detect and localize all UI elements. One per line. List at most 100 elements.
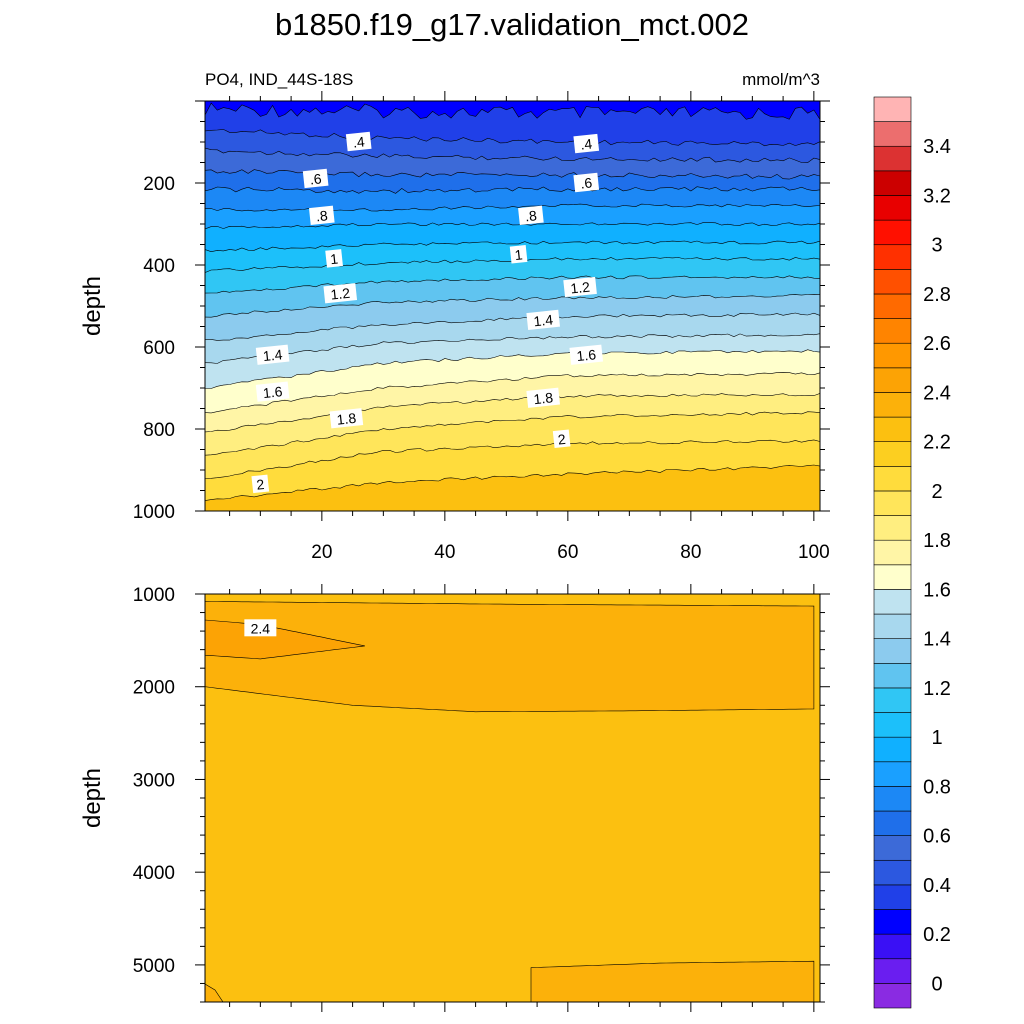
y-tick-label: 1000 bbox=[133, 585, 175, 606]
colorbar-swatch bbox=[873, 786, 912, 812]
x-tick-label: 80 bbox=[680, 542, 701, 563]
contour-label: .6 bbox=[573, 172, 600, 193]
colorbar-swatch bbox=[873, 564, 912, 590]
colorbar-swatch bbox=[873, 269, 912, 295]
contour-line bbox=[205, 393, 820, 433]
colorbar-swatch bbox=[873, 145, 912, 172]
contour-label-text: 1.6 bbox=[262, 383, 283, 401]
contour-line bbox=[205, 293, 820, 318]
contour-line bbox=[205, 464, 820, 501]
colorbar-swatch bbox=[873, 712, 912, 738]
units-subtitle: mmol/m^3 bbox=[742, 70, 820, 89]
contour-label-box bbox=[302, 168, 329, 189]
contour-label: 1 bbox=[325, 249, 343, 268]
contour-label-box bbox=[325, 249, 343, 268]
contour-label-text: 2 bbox=[256, 476, 266, 493]
colorbar-label: 2.6 bbox=[923, 333, 951, 355]
y-tick-label: 5000 bbox=[133, 956, 175, 977]
contour-label: 1.6 bbox=[569, 344, 604, 365]
contour-label-box bbox=[573, 172, 600, 193]
y-tick-label: 2000 bbox=[133, 678, 175, 699]
colorbar-label: 2.4 bbox=[923, 383, 951, 405]
contour-label-text: .8 bbox=[315, 207, 328, 224]
colorbar-label: 3.4 bbox=[923, 136, 951, 158]
contour-label-text: 1 bbox=[329, 250, 339, 267]
contour-label: 1.8 bbox=[329, 408, 364, 429]
lower-contour-labels: 2.4 bbox=[244, 619, 277, 637]
colorbar-label: 2.8 bbox=[923, 284, 951, 306]
contour-label: 1.4 bbox=[255, 344, 290, 365]
x-tick-label: 60 bbox=[557, 542, 578, 563]
y-tick-label: 800 bbox=[143, 420, 175, 441]
contour-label-box bbox=[573, 133, 600, 154]
contour-label: .4 bbox=[345, 131, 372, 152]
colorbar-label: 1.2 bbox=[923, 678, 951, 700]
contour-label-box bbox=[526, 309, 560, 330]
colorbar-swatch bbox=[873, 638, 912, 664]
colorbar-swatch bbox=[873, 884, 912, 910]
colorbar-swatch bbox=[873, 466, 912, 492]
lower-contour-region bbox=[530, 960, 815, 1002]
colorbar-swatch bbox=[873, 441, 912, 467]
lower-y-axis-title: depth bbox=[79, 768, 106, 828]
contour-label-box bbox=[244, 619, 277, 637]
contour-line bbox=[205, 203, 820, 212]
contour-line bbox=[205, 102, 820, 120]
y-tick-label: 3000 bbox=[133, 770, 175, 791]
colorbar-label: 1.4 bbox=[923, 629, 951, 651]
contour-line bbox=[205, 349, 820, 389]
y-tick-label: 600 bbox=[143, 338, 175, 359]
contour-label-text: 1.4 bbox=[533, 311, 554, 329]
lower-axis-ticks: 1000 2000 3000 4000 5000 bbox=[133, 584, 830, 1012]
contour-label: .6 bbox=[302, 168, 329, 189]
contour-label: .4 bbox=[573, 133, 600, 154]
contour-line bbox=[205, 312, 820, 341]
colorbar-swatch bbox=[873, 342, 912, 369]
colorbar-label: 3 bbox=[931, 235, 942, 257]
x-tick-label: 20 bbox=[311, 542, 332, 563]
contour-label-box bbox=[251, 474, 270, 494]
contour-label-box bbox=[563, 276, 597, 298]
colorbar-swatch bbox=[873, 219, 912, 246]
lower-contour-region bbox=[205, 601, 815, 713]
colorbar-label: 2 bbox=[931, 481, 942, 503]
colorbar-label: 0.2 bbox=[923, 924, 951, 946]
contour-line bbox=[205, 147, 820, 163]
contour-label-text: 2.4 bbox=[251, 620, 271, 636]
colorbar-swatch bbox=[873, 909, 912, 935]
colorbar-swatch bbox=[873, 121, 912, 147]
colorbar-label: 1.8 bbox=[923, 530, 951, 552]
contour-label-text: .6 bbox=[309, 170, 322, 187]
contour-label-box bbox=[552, 429, 571, 449]
contour-label: 2.4 bbox=[244, 619, 277, 637]
colorbar-swatch bbox=[873, 761, 912, 787]
chart-title: b1850.f19_g17.validation_mct.002 bbox=[275, 7, 749, 42]
upper-contour-fills bbox=[205, 101, 820, 511]
contour-label-text: 1.4 bbox=[262, 346, 283, 364]
lower-panel: 2.4 1000 2000 3000 4000 5000 depth bbox=[79, 584, 830, 1012]
colorbar-swatch bbox=[873, 244, 912, 270]
contour-label-text: 1.8 bbox=[336, 410, 357, 428]
colorbar-swatch bbox=[873, 293, 912, 319]
contour-label: 1 bbox=[509, 244, 528, 264]
colorbar-label: 0 bbox=[931, 973, 942, 995]
contour-label-text: 2 bbox=[557, 431, 567, 448]
colorbar-swatch bbox=[873, 392, 912, 418]
contour-label-text: 1.2 bbox=[330, 285, 351, 303]
contour-line bbox=[205, 372, 820, 414]
contour-band bbox=[205, 101, 820, 120]
contour-label-text: 1.8 bbox=[533, 389, 554, 407]
colorbar-swatch bbox=[873, 170, 912, 196]
contour-band-surface bbox=[205, 101, 820, 107]
colorbar-swatch bbox=[873, 736, 912, 763]
colorbar-swatch bbox=[873, 835, 912, 861]
contour-line bbox=[205, 129, 820, 147]
colorbar-label: 1.6 bbox=[923, 579, 951, 601]
contour-line bbox=[205, 222, 820, 230]
colorbar-swatch bbox=[873, 539, 912, 566]
contour-label: .8 bbox=[308, 205, 335, 226]
colorbar-swatch bbox=[873, 810, 912, 836]
contour-label-box bbox=[308, 205, 335, 226]
contour-label: 1.2 bbox=[323, 283, 358, 304]
